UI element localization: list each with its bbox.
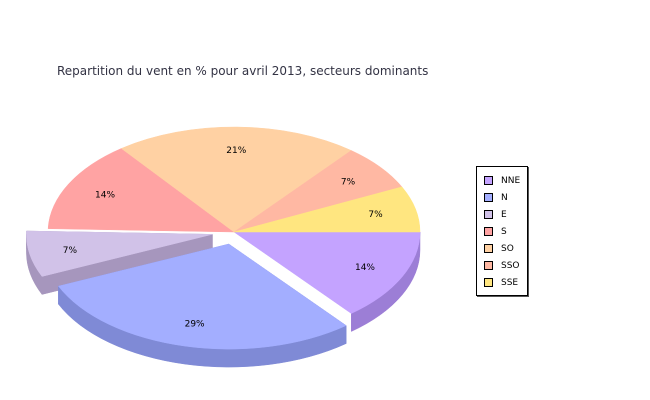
pie-label-e: 7% [63,246,78,256]
legend-item-sso: SSO [484,257,527,274]
legend-label-so: SO [501,243,514,254]
legend-swatch-sse [484,278,493,287]
pie-slice-nne [233,231,421,314]
pie-label-nne: 14% [355,263,375,273]
legend: NNE N E S SO SSO SSE [476,166,528,296]
legend-item-so: SO [484,240,527,257]
legend-label-sse: SSE [501,277,519,288]
legend-label-nne: NNE [501,175,521,186]
legend-swatch-nne [484,176,493,185]
pie-slice-s [47,148,235,233]
legend-swatch-e [484,210,493,219]
pie-label-n: 29% [185,320,205,330]
legend-swatch-so [484,244,493,253]
legend-item-s: S [484,223,527,240]
legend-swatch-sso [484,261,493,270]
chart-title: Repartition du vent en % pour avril 2013… [57,64,429,78]
legend-label-s: S [501,226,507,237]
pie-label-sso: 7% [341,177,356,187]
pie-slice-e [26,230,213,277]
pie-slice-sse [233,186,421,233]
legend-item-n: N [484,189,527,206]
legend-item-sse: SSE [484,274,527,291]
pie-label-s: 14% [95,190,115,200]
legend-item-e: E [484,206,527,223]
pie-slice-so [120,126,352,233]
pie-label-so: 21% [226,146,246,156]
legend-label-e: E [501,209,507,220]
legend-swatch-s [484,227,493,236]
pie-label-sse: 7% [368,210,383,220]
legend-label-sso: SSO [501,260,520,271]
pie-slice-n [57,243,347,350]
legend-swatch-n [484,193,493,202]
legend-item-nne: NNE [484,172,527,189]
legend-label-n: N [501,192,508,203]
